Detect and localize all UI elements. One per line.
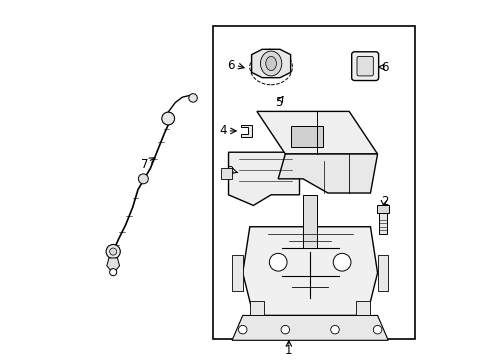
FancyBboxPatch shape	[356, 57, 372, 76]
Polygon shape	[278, 154, 377, 193]
Polygon shape	[106, 258, 120, 270]
Bar	[290, 126, 322, 147]
FancyBboxPatch shape	[351, 52, 378, 81]
Circle shape	[162, 112, 174, 125]
Circle shape	[330, 325, 339, 334]
Bar	[356, 301, 370, 315]
Text: 1: 1	[285, 345, 292, 357]
Bar	[232, 255, 242, 291]
Circle shape	[269, 253, 286, 271]
Polygon shape	[232, 315, 387, 340]
Circle shape	[106, 244, 120, 259]
Circle shape	[372, 325, 381, 334]
Text: 5: 5	[275, 96, 282, 109]
Circle shape	[109, 269, 117, 276]
Text: 6: 6	[227, 59, 234, 72]
Circle shape	[138, 174, 148, 184]
Ellipse shape	[265, 57, 276, 71]
Text: 3: 3	[226, 165, 234, 178]
Circle shape	[188, 94, 197, 102]
Bar	[377, 255, 387, 291]
Polygon shape	[228, 152, 299, 206]
Text: 7: 7	[141, 158, 148, 171]
Polygon shape	[251, 49, 290, 78]
Circle shape	[332, 253, 350, 271]
Circle shape	[238, 325, 246, 334]
Circle shape	[281, 325, 289, 334]
Bar	[378, 212, 386, 234]
Polygon shape	[242, 227, 377, 315]
Ellipse shape	[260, 51, 281, 76]
Bar	[249, 301, 264, 315]
Bar	[376, 205, 388, 212]
Text: 2: 2	[380, 195, 387, 208]
Polygon shape	[256, 111, 377, 154]
Bar	[221, 168, 232, 179]
Text: 6: 6	[380, 60, 387, 73]
Circle shape	[109, 248, 117, 255]
Bar	[303, 195, 317, 248]
Polygon shape	[241, 125, 251, 137]
Bar	[212, 26, 414, 338]
Text: 4: 4	[219, 125, 226, 138]
